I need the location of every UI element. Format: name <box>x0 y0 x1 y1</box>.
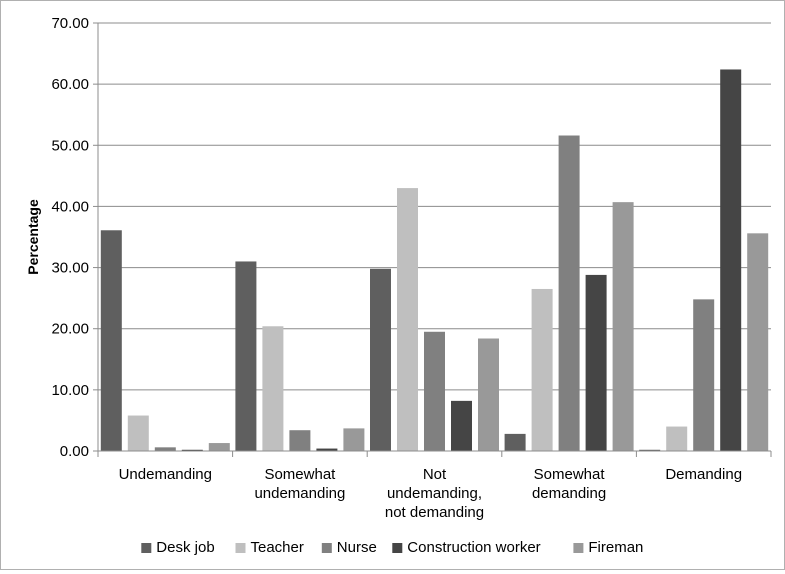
bar-fireman <box>478 338 499 451</box>
bar-construction-worker <box>181 449 203 451</box>
bar-desk-job <box>235 261 257 451</box>
bar-teacher <box>262 326 284 451</box>
legend-label: Teacher <box>251 539 304 556</box>
legend-label: Desk job <box>156 539 214 556</box>
legend-swatch <box>392 543 403 553</box>
x-tick-label: Demanding <box>665 466 742 483</box>
bar-desk-job <box>639 449 661 451</box>
legend-label: Fireman <box>588 539 643 556</box>
legend-swatch <box>235 543 246 553</box>
bar-teacher <box>531 288 553 451</box>
y-tick-label: 30.00 <box>51 260 89 277</box>
bar-nurse <box>424 331 445 451</box>
legend-swatch <box>573 543 584 553</box>
legend-label: Nurse <box>337 539 377 556</box>
bar-teacher <box>127 415 149 451</box>
bar-desk-job <box>370 268 391 451</box>
x-tick-label-line: not demanding <box>385 504 484 521</box>
x-tick-label: Somewhat demanding <box>532 466 606 502</box>
bar-nurse <box>693 299 715 451</box>
x-tick-label-line: Somewhat <box>264 466 336 483</box>
y-tick-label: 0.00 <box>60 443 89 460</box>
x-tick-label-line: Not <box>423 466 447 483</box>
y-tick-label: 70.00 <box>51 15 89 32</box>
x-tick-label-line: undemanding, <box>387 485 482 502</box>
legend-swatch <box>321 543 332 553</box>
bar-construction-worker <box>316 448 338 451</box>
bar-teacher <box>666 426 688 451</box>
legend-swatch <box>141 543 152 553</box>
x-tick-label: Somewhat undemanding <box>254 466 345 502</box>
bar-construction-worker <box>720 69 742 452</box>
y-tick-label: 20.00 <box>51 321 89 338</box>
bar-construction-worker <box>585 274 607 451</box>
y-tick-label: 50.00 <box>51 137 89 154</box>
bar-construction-worker <box>451 400 472 451</box>
bar-fireman <box>612 202 634 451</box>
bar-desk-job <box>504 433 526 451</box>
bar-desk-job <box>100 230 122 451</box>
bar-nurse <box>154 447 176 451</box>
x-tick-label: Not undemanding, not demanding <box>385 466 484 521</box>
y-tick-label: 10.00 <box>51 382 89 399</box>
x-tick-label-line: Somewhat <box>534 466 606 483</box>
y-tick-label: 60.00 <box>51 76 89 93</box>
x-tick-label-line: Undemanding <box>119 466 212 483</box>
bar-fireman <box>343 428 365 451</box>
bar-teacher <box>397 188 418 452</box>
y-tick-label: 40.00 <box>51 198 89 215</box>
x-tick-label-line: Demanding <box>665 466 742 483</box>
bar-fireman <box>208 443 230 451</box>
legend-label: Construction worker <box>407 539 540 556</box>
bar-nurse <box>558 135 580 451</box>
x-tick-label-line: undemanding <box>254 485 345 502</box>
y-axis-label: Percentage <box>25 199 41 275</box>
x-tick-label-line: demanding <box>532 485 606 502</box>
bar-fireman <box>747 233 769 451</box>
bar-nurse <box>289 430 311 451</box>
x-tick-label: Undemanding <box>119 466 212 483</box>
